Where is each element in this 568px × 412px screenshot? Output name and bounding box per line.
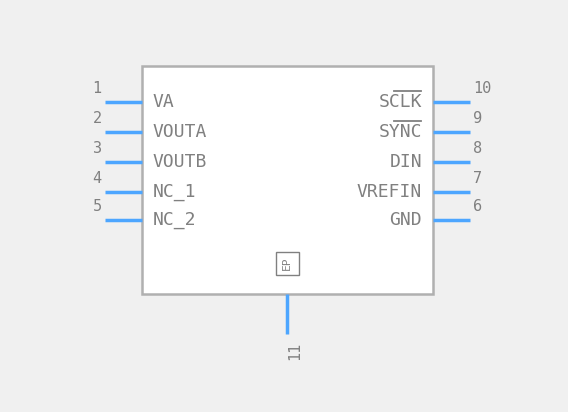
Text: NC_2: NC_2 [152,211,196,229]
Text: 6: 6 [473,199,482,214]
Text: 1: 1 [93,81,102,96]
Bar [275,252,299,275]
Text: SYNC: SYNC [378,123,422,141]
Bar [142,66,433,294]
Text: VOUTB: VOUTB [152,153,207,171]
Text: 8: 8 [473,141,482,156]
Text: 2: 2 [93,111,102,126]
Text: 10: 10 [473,81,491,96]
Text: VREFIN: VREFIN [357,183,422,201]
Text: 9: 9 [473,111,482,126]
Text: SCLK: SCLK [378,93,422,111]
Text: 7: 7 [473,171,482,186]
Text: 4: 4 [93,171,102,186]
Text: 11: 11 [287,342,302,360]
Text: NC_1: NC_1 [152,183,196,201]
Text: DIN: DIN [390,153,422,171]
Text: EP: EP [282,257,293,270]
Text: VOUTA: VOUTA [152,123,207,141]
Text: 5: 5 [93,199,102,214]
Text: GND: GND [390,211,422,229]
Text: 3: 3 [93,141,102,156]
Text: VA: VA [152,93,174,111]
